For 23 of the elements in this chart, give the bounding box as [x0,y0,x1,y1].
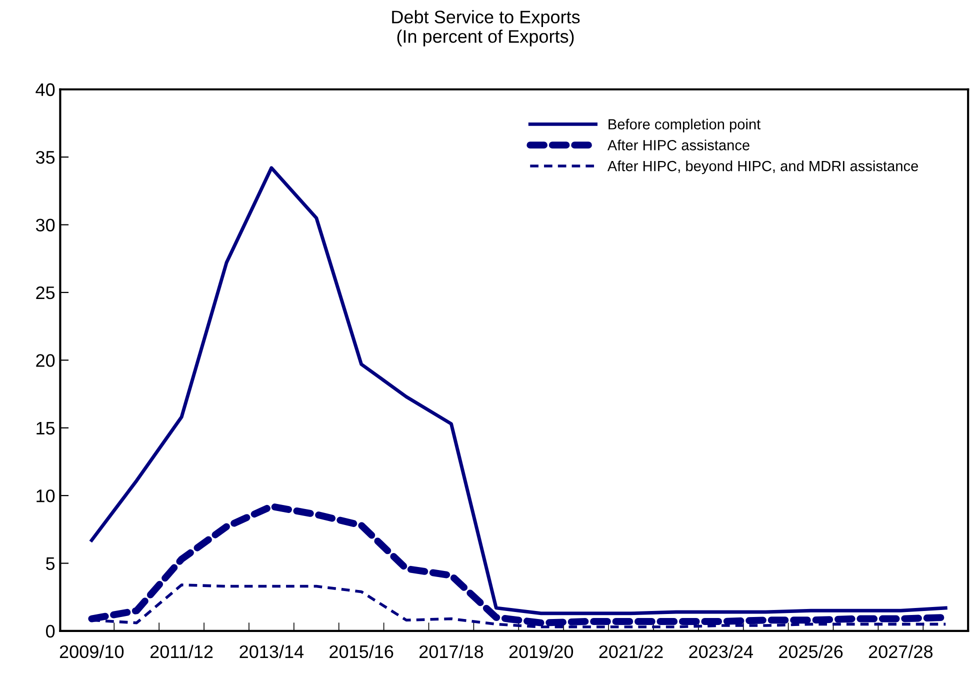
x-tick-label: 2025/26 [779,644,843,658]
legend-label: Before completion point [608,118,761,132]
legend-label: After HIPC assistance [607,140,750,150]
x-tick-label: 2017/18 [420,644,484,658]
y-tick-label: 20 [36,354,55,367]
y-tick-label: 40 [36,83,55,96]
x-tick-label: 2011/12 [150,644,213,658]
y-tick-label: 25 [36,286,55,300]
y-tick-label: 0 [46,624,55,638]
y-tick-label: 10 [36,490,55,502]
x-tick-label: 2023/24 [689,644,753,658]
y-tick-label: 5 [46,557,55,570]
x-tick-label: 2019/20 [509,644,574,658]
x-tick-label: 2009/10 [60,644,124,658]
y-tick-label: 30 [36,218,55,232]
y-tick-label: 35 [36,151,55,164]
y-tick-label: 15 [36,422,55,435]
x-tick-label: 2021/22 [599,644,663,658]
chart-title: Debt Service to Exports (In percent of Exports) [392,10,580,46]
x-tick-label: 2013/14 [240,644,304,658]
legend-label: After HIPC, beyond HIPC, and MDRI assistance [607,160,918,174]
x-tick-label: 2027/28 [868,644,933,658]
x-tick-label: 2015/16 [330,644,394,658]
